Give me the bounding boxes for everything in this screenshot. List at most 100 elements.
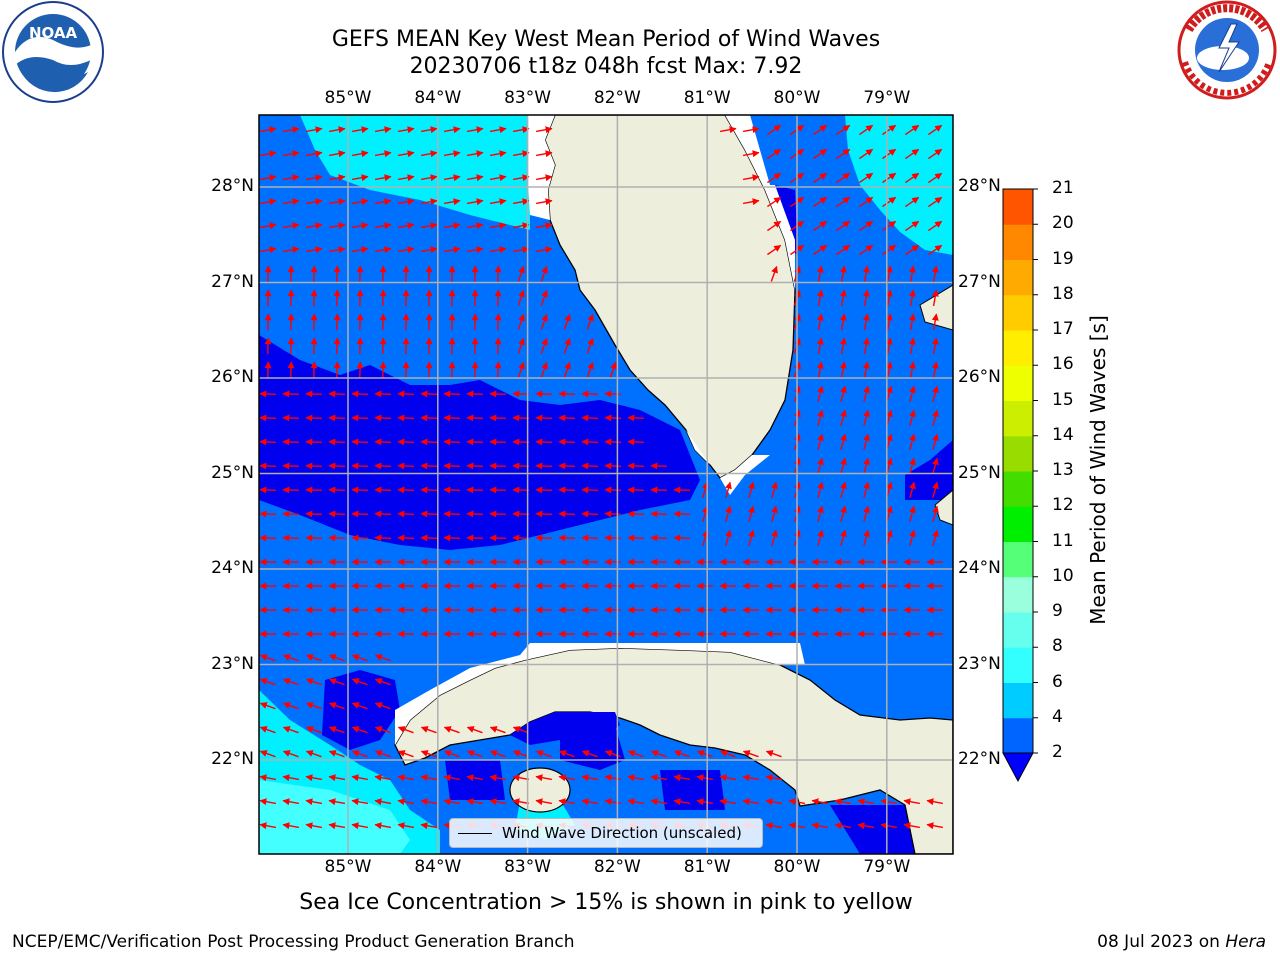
wind-wave-arrow — [397, 390, 415, 398]
footer-host: Hera — [1225, 932, 1266, 952]
wind-wave-arrow — [448, 313, 456, 331]
wind-wave-arrow — [443, 726, 460, 734]
wind-wave-arrow — [489, 750, 506, 758]
wind-wave-arrow — [328, 486, 346, 494]
wind-wave-arrow — [834, 822, 852, 830]
wind-wave-arrow — [374, 534, 392, 542]
wind-wave-arrow — [333, 361, 341, 379]
wind-wave-arrow — [627, 774, 645, 782]
wind-wave-arrow — [581, 462, 599, 470]
wind-wave-arrow — [397, 126, 415, 134]
wind-wave-arrow — [356, 289, 364, 307]
wind-wave-arrow — [535, 798, 553, 806]
wind-wave-arrow — [305, 534, 323, 542]
wind-wave-arrow — [351, 174, 369, 182]
wind-wave-arrow — [766, 196, 782, 208]
wind-wave-arrow — [512, 726, 529, 734]
wind-wave-arrow — [259, 534, 277, 542]
wind-wave-arrow — [489, 126, 507, 134]
wind-wave-arrow — [287, 337, 295, 355]
wind-wave-arrow — [397, 150, 415, 158]
wind-wave-arrow — [858, 124, 874, 136]
wind-wave-arrow — [563, 337, 571, 354]
wind-wave-arrow — [287, 265, 295, 283]
wind-wave-arrow — [863, 529, 870, 546]
wind-wave-arrow — [305, 726, 322, 734]
wind-wave-arrow — [305, 678, 322, 686]
wind-wave-arrow — [443, 798, 461, 806]
wind-wave-arrow — [766, 244, 782, 256]
wind-wave-arrow — [305, 462, 323, 470]
wind-wave-arrow — [466, 150, 484, 158]
wind-wave-arrow — [402, 313, 410, 331]
axis-tick-label: 28°N — [211, 176, 254, 196]
wind-wave-arrow — [886, 529, 893, 546]
wind-wave-arrow — [840, 433, 847, 450]
wind-wave-arrow — [420, 462, 438, 470]
axis-tick-label: 82°W — [593, 88, 641, 108]
wind-wave-arrow — [328, 438, 346, 446]
wind-wave-arrow — [264, 361, 272, 379]
wind-wave-arrow — [863, 385, 870, 402]
wind-wave-arrow — [581, 486, 599, 494]
axis-tick-label: 22°N — [958, 749, 1001, 769]
wind-wave-arrow — [748, 529, 755, 546]
wind-wave-arrow — [333, 289, 341, 307]
wind-wave-arrow — [858, 196, 874, 208]
wind-wave-arrow — [374, 510, 392, 518]
wind-wave-arrow — [627, 510, 645, 518]
wind-wave-arrow — [374, 726, 391, 734]
colorbar-segment — [1003, 682, 1033, 719]
wind-wave-arrow — [627, 462, 645, 470]
wind-wave-arrow — [443, 150, 461, 158]
wind-wave-arrow — [650, 534, 668, 542]
wind-wave-arrow — [765, 822, 783, 830]
axis-tick-label: 81°W — [683, 88, 731, 108]
wind-wave-arrow — [282, 750, 299, 758]
wind-wave-arrow — [927, 172, 943, 184]
wind-wave-arrow — [351, 486, 369, 494]
wind-wave-arrow — [835, 220, 851, 232]
wind-wave-arrow — [604, 462, 622, 470]
wind-wave-arrow — [397, 222, 415, 230]
axis-tick-label: 22°N — [211, 749, 254, 769]
wind-wave-arrow — [742, 126, 760, 134]
wind-wave-arrow — [581, 390, 599, 398]
colorbar-tick-label: 14 — [1052, 424, 1074, 445]
wind-wave-arrow — [466, 534, 484, 542]
wind-wave-arrow — [443, 174, 461, 182]
wind-wave-arrow — [558, 510, 576, 518]
wind-wave-arrow — [696, 774, 714, 782]
wind-wave-arrow — [489, 246, 507, 254]
wind-wave-arrow — [862, 265, 870, 283]
wind-wave-arrow — [397, 798, 415, 806]
wind-wave-arrow — [812, 196, 828, 208]
wind-wave-arrow — [466, 438, 484, 446]
colorbar-segment — [1003, 471, 1033, 507]
wind-wave-arrow — [259, 726, 276, 734]
wind-wave-arrow — [420, 222, 438, 230]
wind-wave-arrow — [489, 534, 507, 542]
wind-wave-arrow — [466, 246, 484, 254]
wind-wave-arrow — [264, 289, 272, 307]
wind-wave-arrow — [765, 750, 782, 758]
colorbar-tick-label: 4 — [1052, 706, 1063, 727]
wind-wave-arrow — [604, 798, 622, 806]
wind-wave-arrow — [881, 220, 897, 232]
wind-wave-arrow — [259, 510, 277, 518]
wind-wave-arrow — [466, 798, 484, 806]
wind-wave-arrow — [305, 822, 323, 830]
wind-wave-arrow — [351, 510, 369, 518]
wind-wave-arrow — [904, 124, 920, 136]
wind-wave-arrow — [862, 337, 870, 355]
map-frame — [258, 114, 954, 855]
wind-wave-arrow — [259, 774, 277, 782]
wind-wave-arrow — [748, 481, 755, 498]
wind-wave-arrow — [535, 486, 553, 494]
wind-wave-arrow — [817, 433, 824, 450]
colorbar-segment — [1003, 717, 1033, 754]
wind-wave-arrow — [835, 196, 851, 208]
colorbar-segment — [1003, 576, 1033, 613]
wind-wave-arrow — [650, 774, 668, 782]
wind-wave-arrow — [282, 414, 300, 422]
